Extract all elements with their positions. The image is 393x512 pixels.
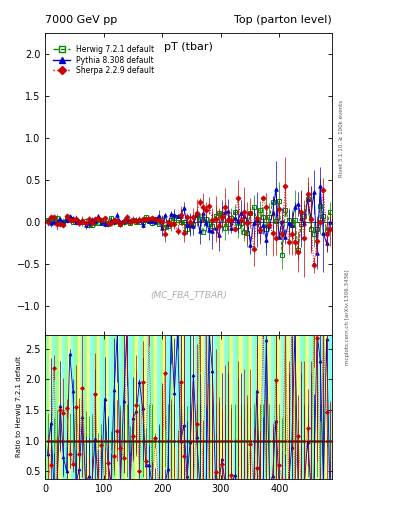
Bar — [239, 335, 242, 479]
Bar — [49, 335, 52, 479]
Bar — [192, 335, 195, 479]
Bar — [167, 335, 170, 479]
Bar — [129, 335, 132, 479]
Bar — [151, 335, 154, 479]
Bar — [246, 335, 249, 479]
Bar — [201, 335, 204, 479]
Bar — [185, 335, 189, 479]
Bar — [138, 335, 141, 479]
Text: 7000 GeV pp: 7000 GeV pp — [45, 15, 118, 26]
Bar — [217, 335, 220, 479]
Bar — [233, 335, 236, 479]
Text: Rivet 3.1.10, ≥ 100k events: Rivet 3.1.10, ≥ 100k events — [339, 100, 344, 177]
Bar — [255, 335, 259, 479]
Bar — [319, 335, 322, 479]
Bar — [208, 335, 211, 479]
Bar — [78, 335, 81, 479]
Bar — [290, 335, 293, 479]
Bar — [309, 335, 312, 479]
Bar — [227, 335, 230, 479]
Bar — [75, 335, 78, 479]
Bar — [189, 335, 192, 479]
Bar — [316, 335, 319, 479]
Bar — [271, 335, 274, 479]
Bar — [81, 335, 84, 479]
Bar — [220, 335, 224, 479]
Bar — [125, 335, 129, 479]
Bar — [100, 335, 103, 479]
Bar — [198, 335, 201, 479]
Bar — [55, 335, 59, 479]
Bar — [97, 335, 100, 479]
Bar — [170, 335, 173, 479]
Bar — [249, 335, 252, 479]
Bar — [299, 335, 303, 479]
Bar — [214, 335, 217, 479]
Bar — [322, 335, 325, 479]
Bar — [195, 335, 198, 479]
Bar — [211, 335, 214, 479]
Bar — [59, 335, 62, 479]
Y-axis label: Ratio to Herwig 7.2.1 default: Ratio to Herwig 7.2.1 default — [16, 356, 22, 457]
Bar — [277, 335, 281, 479]
Bar — [87, 335, 90, 479]
Bar — [147, 335, 151, 479]
Bar — [274, 335, 277, 479]
Text: (MC_FBA_TTBAR): (MC_FBA_TTBAR) — [150, 290, 227, 299]
Bar — [242, 335, 246, 479]
Bar — [204, 335, 208, 479]
Bar — [296, 335, 299, 479]
Bar — [236, 335, 239, 479]
Bar — [144, 335, 147, 479]
Bar — [132, 335, 135, 479]
Bar — [94, 335, 97, 479]
Bar — [52, 335, 55, 479]
Legend: Herwig 7.2.1 default, Pythia 8.308 default, Sherpa 2.2.9 default: Herwig 7.2.1 default, Pythia 8.308 defau… — [52, 43, 156, 77]
Bar — [262, 335, 265, 479]
Bar — [84, 335, 87, 479]
Bar — [112, 335, 116, 479]
Bar — [259, 335, 262, 479]
Bar — [65, 335, 68, 479]
Bar — [71, 335, 75, 479]
Bar — [328, 335, 331, 479]
Bar — [173, 335, 176, 479]
Bar — [325, 335, 328, 479]
Bar — [109, 335, 112, 479]
Bar — [293, 335, 296, 479]
Text: mcplots.cern.ch [arXiv:1306.3436]: mcplots.cern.ch [arXiv:1306.3436] — [345, 270, 350, 365]
Bar — [303, 335, 306, 479]
Bar — [135, 335, 138, 479]
Bar — [163, 335, 167, 479]
Text: pT (tbar): pT (tbar) — [164, 42, 213, 52]
Bar — [230, 335, 233, 479]
Bar — [287, 335, 290, 479]
Bar — [224, 335, 227, 479]
Bar — [103, 335, 106, 479]
Bar — [122, 335, 125, 479]
Bar — [157, 335, 160, 479]
Bar — [119, 335, 122, 479]
Bar — [106, 335, 109, 479]
Bar — [312, 335, 316, 479]
Bar — [116, 335, 119, 479]
Bar — [252, 335, 255, 479]
Bar — [179, 335, 182, 479]
Bar — [46, 335, 49, 479]
Bar — [62, 335, 65, 479]
Bar — [90, 335, 94, 479]
Bar — [160, 335, 163, 479]
Bar — [265, 335, 268, 479]
Bar — [154, 335, 157, 479]
Bar — [176, 335, 179, 479]
Bar — [306, 335, 309, 479]
Bar — [284, 335, 287, 479]
Bar — [281, 335, 284, 479]
Bar — [182, 335, 185, 479]
Bar — [68, 335, 71, 479]
Bar — [141, 335, 144, 479]
Bar — [268, 335, 271, 479]
Text: Top (parton level): Top (parton level) — [234, 15, 332, 26]
